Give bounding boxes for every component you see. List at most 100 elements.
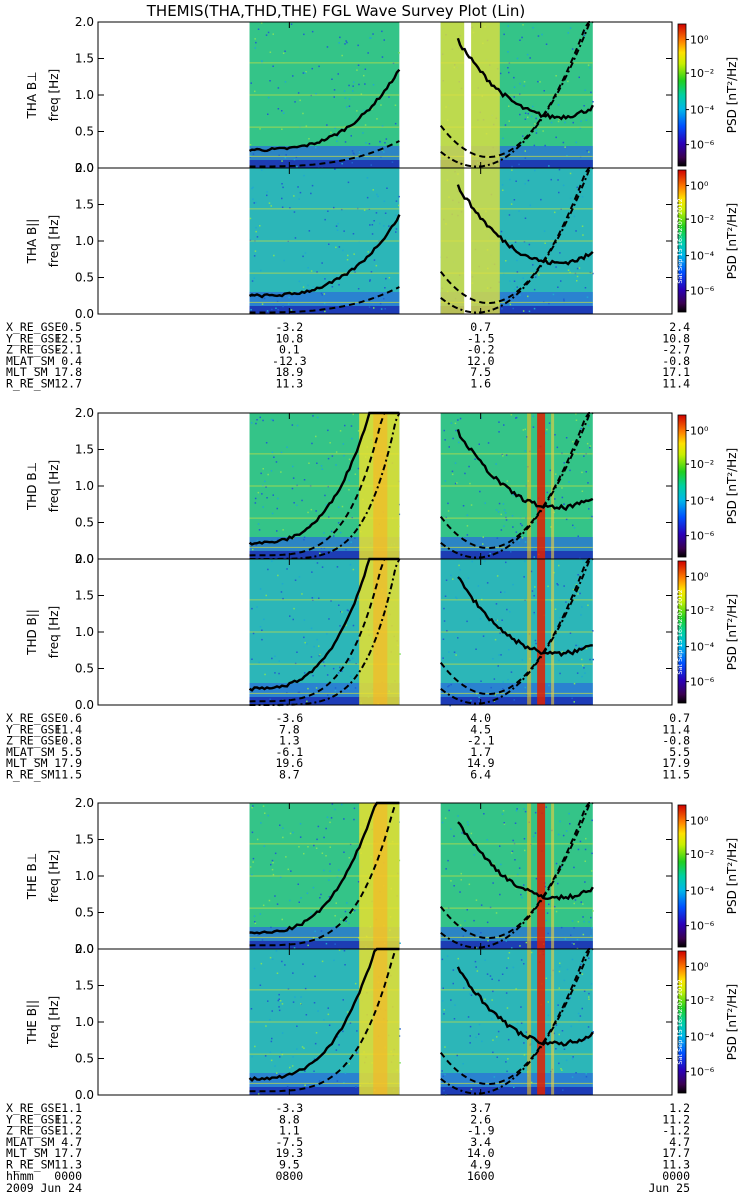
y-tick-label: 0.0 [75,1088,94,1102]
spectrogram-speckle [294,101,296,103]
spectrogram-speckle [281,1003,284,1005]
spectrogram-speckle [470,504,473,506]
spectrogram-speckle [342,1030,344,1033]
spectrogram-speckle [339,430,342,432]
colorbar-tick-label: 10⁻⁶ [690,139,715,152]
spectrogram-speckle [316,416,319,419]
spectrogram-speckle [566,968,569,971]
spectrogram-speckle [573,215,576,218]
spectrogram-speckle [450,574,452,577]
spectrogram-speckle [350,425,353,427]
spectrogram-speckle [587,482,589,484]
spectrogram-speckle [554,608,557,610]
colorbar-label: PSD [nT²/Hz] [725,448,739,524]
spectrogram-speckle [379,141,381,144]
spectrogram-speckle [484,998,486,1000]
spectrogram-speckle [323,1019,325,1021]
spectrogram-speckle [333,206,335,209]
spectrogram-speckle [589,658,591,661]
y-axis-label: freq [Hz] [47,460,61,512]
spectrogram-speckle [299,99,301,102]
spectrogram-speckle [557,286,559,288]
spectrogram-speckle [520,959,523,961]
spectrogram-speckle [505,1061,507,1063]
y-tick-label: 1.5 [75,833,94,847]
spectrogram-speckle [259,984,262,986]
spectrogram-speckle [300,996,302,998]
spectrogram-speckle [328,243,330,245]
spectrogram-speckle [499,72,502,75]
spectrogram-speckle [581,675,583,678]
spectrogram-speckle [508,120,510,122]
spectrogram-speckle [325,504,328,506]
spectrogram-speckle [515,417,517,419]
spectrogram-speckle [563,298,565,300]
colorbar-tick-label: 10⁰ [690,961,709,974]
spectrogram-speckle [323,302,326,305]
spectrogram-speckle [327,457,330,460]
spectrogram-speckle [328,516,330,518]
spectrogram-speckle [584,881,586,883]
spectrogram-speckle [327,1007,329,1009]
spectrogram-speckle [321,468,323,470]
colorbar-tick-label: 10⁰ [690,180,709,193]
spectrogram-speckle [293,502,295,504]
spectrogram-speckle [282,52,285,54]
spectrogram-speckle [577,848,580,851]
spectrogram-speckle [372,189,374,191]
spectrogram-speckle [505,561,507,564]
spectrogram-speckle [512,966,515,969]
spectrogram-speckle [348,1063,350,1065]
spectrogram-speckle [515,416,518,419]
spectrogram-speckle [273,456,275,458]
spectrogram-speckle [498,431,500,433]
spectrogram-speckle [282,827,284,829]
spectrogram-speckle [523,81,526,83]
spectrogram-speckle [467,577,470,579]
spectrogram-speckle [480,680,482,682]
spectrogram-speckle [301,593,303,595]
spectrogram-speckle [591,927,593,929]
spectrogram-speckle [261,60,263,62]
spectrogram-speckle [533,595,535,597]
spectrogram-speckle [345,624,347,627]
spectrogram-speckle [524,810,527,813]
spectrogram-speckle [258,529,261,531]
spectrogram-speckle [249,217,252,220]
spectrogram-speckle [390,79,392,82]
spectrogram-speckle [570,934,572,936]
spectrogram-speckle [283,112,285,114]
spectrogram-speckle [579,840,582,843]
spectrogram-speckle [588,992,590,995]
spectrogram-speckle [344,910,347,913]
spectrogram-speckle [447,685,449,688]
spectrogram-speckle [294,579,297,581]
spectrogram-speckle [451,473,454,476]
spectrogram-speckle [348,922,350,925]
ephemeris-value: 11.3 [54,1158,82,1172]
spectrogram-speckle [497,1030,500,1033]
spectrogram-speckle [333,89,336,91]
spectrogram-speckle [558,1062,560,1065]
spectrogram-speckle [464,472,466,475]
spectrogram-speckle [383,298,385,300]
spectrogram-speckle [557,833,560,836]
ephemeris-value: 17.9 [662,756,690,770]
spectrogram-speckle [587,424,590,427]
spectrogram-speckle [303,619,306,621]
spectrogram-speckle [522,277,524,279]
ephemeris-value: 12.7 [54,377,82,391]
spectrogram-speckle [475,899,478,901]
colorbar-tick-label: 10⁻⁶ [690,920,715,933]
spectrogram-speckle [522,24,524,26]
spectrogram-speckle [577,452,579,455]
spectrogram-speckle [271,958,274,960]
spectrogram-speckle [334,926,336,928]
spectrogram-speckle [502,681,504,683]
ephemeris-value: 4.5 [470,722,491,736]
spectrogram-speckle [343,950,346,952]
spectrogram-speckle [343,1082,345,1084]
spectrogram-speckle [314,975,316,978]
spectrogram-speckle [349,1022,352,1024]
